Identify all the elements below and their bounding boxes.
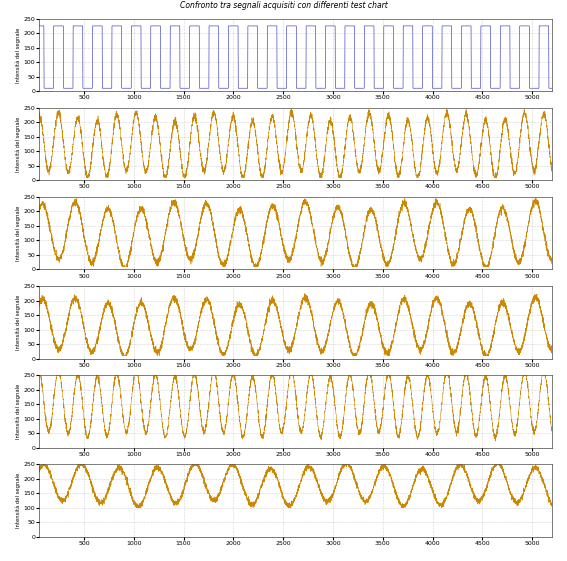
Y-axis label: Intensità del segnale: Intensità del segnale: [15, 27, 20, 82]
Y-axis label: Intensità del segnale: Intensità del segnale: [15, 473, 20, 528]
Y-axis label: Intensità del segnale: Intensità del segnale: [15, 384, 20, 439]
Y-axis label: Intensità del segnale: Intensità del segnale: [15, 295, 20, 350]
Text: Confronto tra segnali acquisiti con differenti test chart: Confronto tra segnali acquisiti con diff…: [180, 1, 387, 10]
Y-axis label: Intensità del segnale: Intensità del segnale: [15, 205, 20, 261]
Y-axis label: Intensità del segnale: Intensità del segnale: [15, 116, 20, 172]
